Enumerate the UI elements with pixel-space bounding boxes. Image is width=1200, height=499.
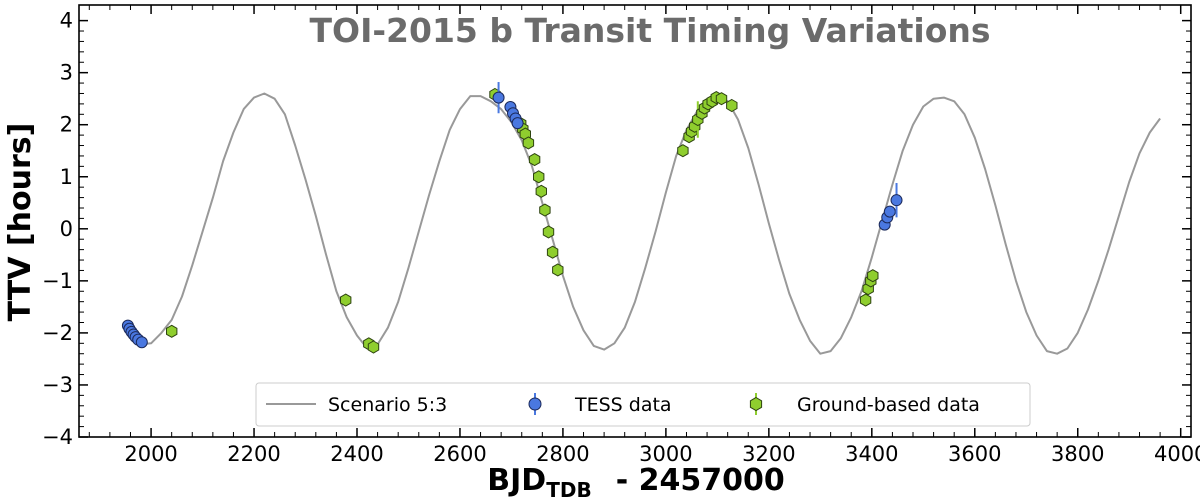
tess-data-point (883, 205, 896, 218)
y-tick-label: 3 (60, 61, 73, 85)
ground-data-point (542, 225, 555, 239)
x-axis-label-offset: - 2457000 (616, 463, 785, 498)
y-tick-label: −4 (42, 425, 73, 449)
ground-data-point (522, 136, 535, 150)
ground-data-point (859, 293, 872, 307)
data-points-layer (121, 82, 903, 354)
ground-data-point (535, 184, 547, 198)
ground-data-point (715, 92, 728, 106)
x-axis-label-main: BJD (487, 463, 546, 498)
legend-ground-label: Ground-based data (797, 394, 980, 416)
legend-box (255, 382, 1031, 427)
x-tick-label: 3400 (845, 442, 898, 466)
ground-data-point (867, 269, 879, 283)
x-tick-label: 3600 (948, 442, 1001, 466)
ground-data-point (677, 144, 689, 158)
x-tick-label: 3000 (639, 442, 692, 466)
plot-frame (78, 4, 1192, 438)
ground-data-point (340, 293, 352, 307)
ground-data-point (367, 340, 380, 354)
axis-ticks: 2000 2200 2400 2600 2800 3000 3200 3400 3600 3800… (42, 5, 1200, 466)
tess-data-point (890, 194, 903, 207)
ground-data-point (546, 245, 559, 259)
legend-tess-label: TESS data (574, 394, 672, 416)
legend-ground-marker (749, 396, 763, 412)
ground-data-point (726, 98, 738, 113)
tess-data-point (135, 336, 148, 349)
x-axis-label-subscript: TDB (546, 478, 592, 499)
y-tick-label: −1 (42, 269, 73, 293)
x-axis-label: BJDTDB - 2457000 (487, 463, 784, 499)
y-axis-label: TTV [hours] (3, 123, 38, 322)
x-tick-label: 2400 (330, 442, 383, 466)
x-tick-label: 2000 (124, 442, 177, 466)
ground-data-point (166, 324, 178, 338)
x-tick-label: 2800 (536, 442, 589, 466)
y-tick-label: −3 (42, 373, 73, 397)
legend-tess-marker (528, 397, 542, 411)
ground-data-point (528, 153, 541, 167)
x-tick-label: 3200 (742, 442, 795, 466)
model-curve (129, 92, 1161, 355)
model-curve-layer (129, 92, 1161, 355)
x-tick-label: 2600 (433, 442, 486, 466)
ground-data-point (539, 203, 551, 217)
x-tick-label: 3800 (1051, 442, 1104, 466)
y-tick-label: 1 (60, 165, 73, 189)
y-tick-label: 2 (60, 113, 73, 137)
x-tick-label: 2200 (227, 442, 280, 466)
y-tick-label: −2 (42, 321, 73, 345)
y-tick-label: 0 (60, 217, 73, 241)
x-tick-label: 4000 (1154, 442, 1200, 466)
chart-title: TOI-2015 b Transit Timing Variations (310, 11, 991, 50)
legend-model-label: Scenario 5:3 (328, 394, 447, 416)
y-tick-label: 4 (60, 9, 73, 33)
tess-data-point (511, 117, 524, 130)
ground-data-point (552, 263, 564, 277)
ground-data-point (533, 170, 545, 184)
legend: Scenario 5:3 TESS data Ground-based data (255, 382, 1031, 427)
tess-data-point (492, 91, 505, 104)
